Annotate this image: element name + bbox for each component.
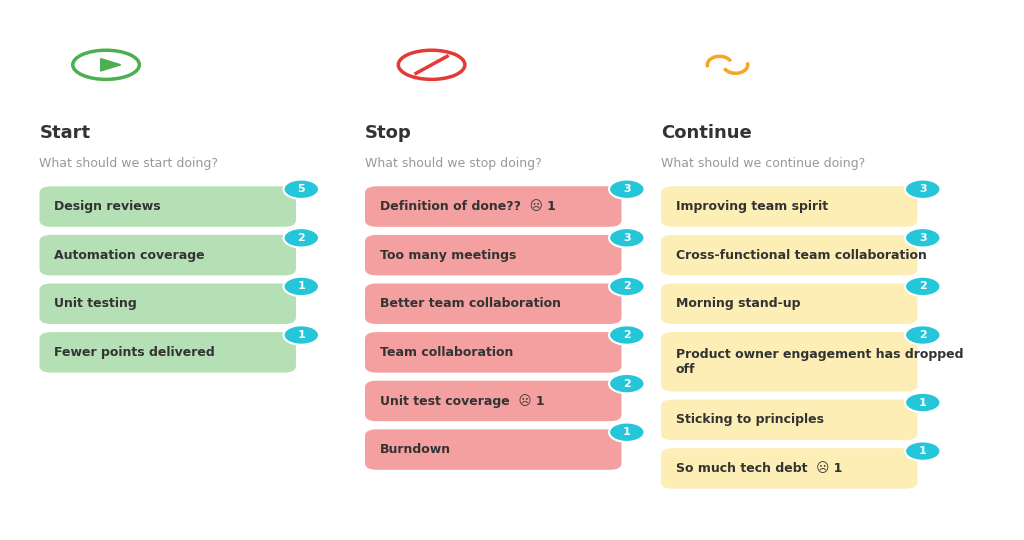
FancyBboxPatch shape <box>660 332 918 392</box>
FancyBboxPatch shape <box>40 332 296 373</box>
Text: 1: 1 <box>297 281 305 292</box>
Text: Product owner engagement has dropped
off: Product owner engagement has dropped off <box>676 348 964 376</box>
FancyBboxPatch shape <box>365 186 622 227</box>
FancyBboxPatch shape <box>40 235 296 275</box>
Circle shape <box>284 228 319 247</box>
Circle shape <box>609 276 644 296</box>
Text: 2: 2 <box>919 330 927 340</box>
FancyBboxPatch shape <box>660 186 918 227</box>
Text: 5: 5 <box>297 184 305 194</box>
Text: Too many meetings: Too many meetings <box>380 248 516 262</box>
Text: Team collaboration: Team collaboration <box>380 346 513 359</box>
Circle shape <box>284 179 319 199</box>
Circle shape <box>609 228 644 247</box>
FancyBboxPatch shape <box>40 186 296 227</box>
Circle shape <box>284 325 319 345</box>
FancyBboxPatch shape <box>660 400 918 440</box>
Text: 1: 1 <box>623 427 631 437</box>
Text: So much tech debt  ☹ 1: So much tech debt ☹ 1 <box>676 462 842 475</box>
Text: Start: Start <box>40 124 90 142</box>
Polygon shape <box>100 59 121 71</box>
Circle shape <box>284 276 319 296</box>
Text: Improving team spirit: Improving team spirit <box>676 200 827 213</box>
FancyBboxPatch shape <box>660 448 918 489</box>
FancyBboxPatch shape <box>365 429 622 470</box>
Circle shape <box>905 325 940 345</box>
FancyBboxPatch shape <box>365 235 622 275</box>
Text: Unit testing: Unit testing <box>54 297 137 310</box>
Circle shape <box>905 228 940 247</box>
Text: What should we continue doing?: What should we continue doing? <box>660 157 865 170</box>
Text: Morning stand-up: Morning stand-up <box>676 297 800 310</box>
Text: 2: 2 <box>623 330 631 340</box>
Text: Cross-functional team collaboration: Cross-functional team collaboration <box>676 248 927 262</box>
Text: Unit test coverage  ☹ 1: Unit test coverage ☹ 1 <box>380 394 545 408</box>
Text: Automation coverage: Automation coverage <box>54 248 205 262</box>
Circle shape <box>609 422 644 442</box>
Text: What should we stop doing?: What should we stop doing? <box>365 157 542 170</box>
Circle shape <box>609 179 644 199</box>
FancyBboxPatch shape <box>365 381 622 421</box>
Text: 2: 2 <box>919 281 927 292</box>
Text: Sticking to principles: Sticking to principles <box>676 413 823 427</box>
Text: Continue: Continue <box>660 124 752 142</box>
FancyBboxPatch shape <box>365 284 622 324</box>
Text: 1: 1 <box>297 330 305 340</box>
Text: Burndown: Burndown <box>380 443 451 456</box>
Text: Better team collaboration: Better team collaboration <box>380 297 561 310</box>
Circle shape <box>905 179 940 199</box>
Circle shape <box>905 393 940 412</box>
Circle shape <box>905 276 940 296</box>
Text: 3: 3 <box>623 184 631 194</box>
Text: 2: 2 <box>623 281 631 292</box>
Circle shape <box>609 374 644 393</box>
Circle shape <box>905 441 940 461</box>
Circle shape <box>609 325 644 345</box>
Text: Definition of done??  ☹ 1: Definition of done?? ☹ 1 <box>380 200 556 213</box>
Text: 3: 3 <box>919 233 927 243</box>
Text: 2: 2 <box>623 379 631 389</box>
Text: Design reviews: Design reviews <box>54 200 161 213</box>
Text: 2: 2 <box>297 233 305 243</box>
FancyBboxPatch shape <box>660 284 918 324</box>
Text: Stop: Stop <box>365 124 412 142</box>
Text: 3: 3 <box>919 184 927 194</box>
Text: What should we start doing?: What should we start doing? <box>40 157 218 170</box>
Text: Fewer points delivered: Fewer points delivered <box>54 346 215 359</box>
Text: 3: 3 <box>623 233 631 243</box>
Text: 1: 1 <box>919 446 927 456</box>
FancyBboxPatch shape <box>40 284 296 324</box>
Text: 1: 1 <box>919 397 927 408</box>
FancyBboxPatch shape <box>365 332 622 373</box>
FancyBboxPatch shape <box>660 235 918 275</box>
